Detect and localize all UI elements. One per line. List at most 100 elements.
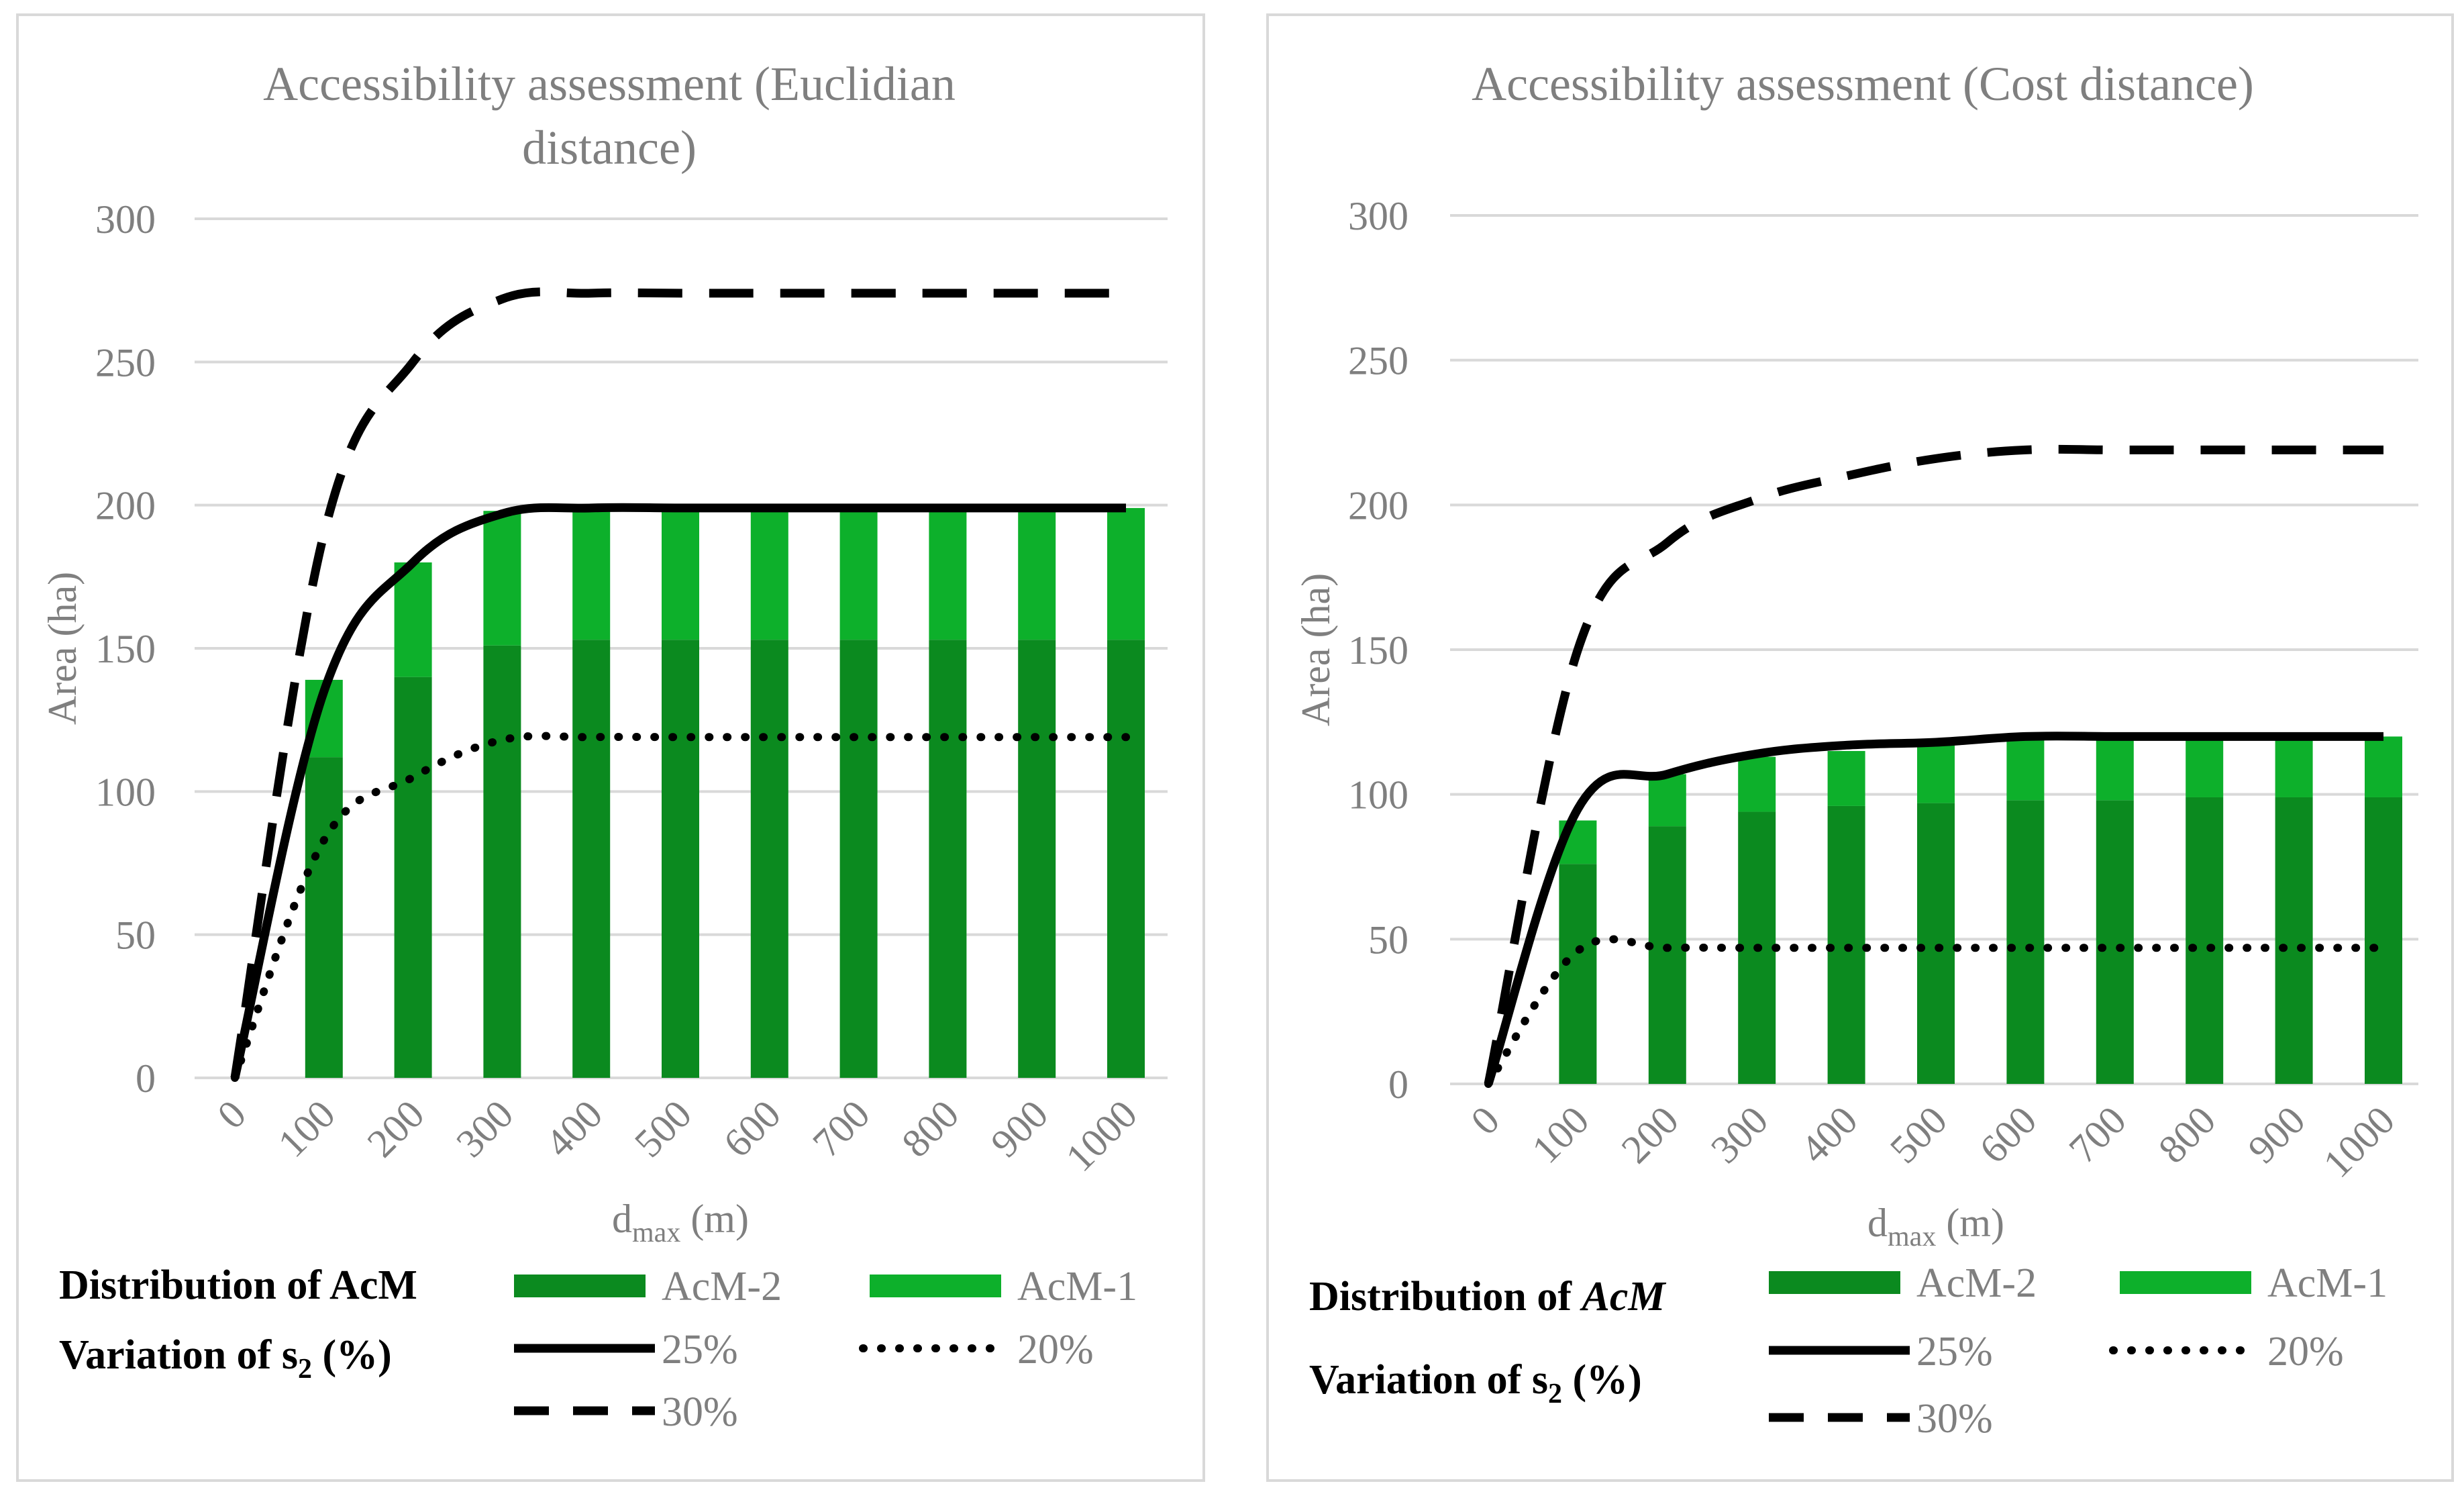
x-axis-title: dmax (m) [612,1197,749,1248]
x-axis-title: dmax (m) [1867,1201,2004,1252]
chart-cost: Accessibility assessment (Cost distance)… [1294,57,2418,1442]
chart-title-line2: distance) [522,121,697,174]
y-tick-label: 150 [1348,628,1408,672]
x-tick-label: 700 [804,1092,878,1166]
x-tick-label: 300 [1702,1098,1776,1172]
legend-label-acm1: AcM-1 [2267,1260,2388,1306]
bar-acm2 [929,640,967,1078]
series-line-30pct [230,287,1127,1079]
series-line-25pct [1484,732,2383,1086]
x-tick-label: 100 [270,1092,344,1166]
legend-swatch-acm1 [870,1275,1001,1297]
bar-acm1 [1018,507,1056,640]
series-line-20pct [1484,935,2388,1088]
bar-acm1 [1827,750,1865,806]
y-tick-label: 200 [1348,483,1408,528]
legend-label-30: 30% [662,1389,738,1435]
bar-acm1 [2186,736,2224,797]
y-axis-title: Area (ha) [1294,573,1338,726]
x-tick-label: 0 [1462,1098,1508,1144]
series-line-30pct [1484,444,2383,1085]
x-tick-label: 900 [982,1092,1056,1166]
x-tick-label: 500 [1882,1098,1955,1172]
x-tick-label: 800 [2150,1098,2224,1172]
bar-acm2 [1559,864,1597,1084]
chart-euclidian: Accessibility assessment (Euclidian dista… [40,57,1168,1435]
bar-acm2 [572,640,611,1078]
bar-acm1 [662,507,699,640]
bar-acm1 [394,562,432,677]
bar-acm1 [1648,774,1686,827]
x-tick-label: 800 [893,1092,967,1166]
x-tick-label: 600 [1971,1098,2045,1172]
y-tick-label: 50 [115,913,156,958]
series-line-25pct [230,503,1126,1079]
bar-acm2 [483,645,521,1078]
bar-acm1 [2006,739,2045,801]
y-tick-label: 100 [95,770,156,814]
legend-distribution-label: Distribution of AcM [59,1262,417,1308]
x-tick-label: 700 [2061,1098,2135,1172]
bar-acm2 [2096,800,2134,1084]
y-tick-label: 150 [95,627,156,671]
x-tick-label: 200 [1613,1098,1687,1172]
bar-acm1 [839,507,878,640]
bar-acm2 [305,757,343,1078]
bar-acm1 [2275,736,2313,797]
y-tick-label: 250 [95,340,156,385]
bar-acm2 [2006,800,2045,1084]
y-tick-label: 50 [1368,917,1408,962]
series-line-20pct [231,732,1130,1082]
bar-acm2 [750,640,788,1078]
x-tick-label: 900 [2239,1098,2313,1172]
x-tick-label: 300 [448,1092,521,1166]
y-tick-label: 300 [95,197,156,242]
y-tick-label: 0 [1388,1062,1408,1107]
bar-acm2 [839,640,878,1078]
chart-panel-euclidian: Accessibility assessment (Euclidian dista… [16,13,1205,1482]
bar-acm1 [750,507,788,640]
chart-panel-cost: Accessibility assessment (Cost distance)… [1266,13,2454,1482]
bar-acm2 [1107,640,1145,1078]
legend-variation-label: Variation of s2 (%) [1309,1357,1642,1409]
bar-acm2 [1018,640,1056,1078]
y-tick-label: 100 [1348,773,1408,817]
bar-acm1 [929,507,967,640]
x-tick-label: 1000 [1058,1092,1146,1181]
x-tick-label: 400 [1792,1098,1865,1172]
bar-acm1 [2365,736,2402,797]
bar-acm1 [1107,507,1145,640]
legend-label-30: 30% [1916,1396,1993,1442]
y-tick-label: 200 [95,484,156,528]
legend-label-acm2: AcM-2 [1916,1260,2037,1306]
bar-acm1 [1917,745,1955,803]
y-tick-label: 250 [1348,339,1408,383]
legend-label-acm1: AcM-1 [1017,1264,1137,1309]
bar-acm2 [662,640,699,1078]
x-tick-label: 0 [209,1092,254,1138]
chart-title-line1: Accessibility assessment (Cost distance) [1472,57,2254,111]
legend-swatch-acm2 [1769,1271,1900,1294]
x-tick-label: 400 [537,1092,611,1166]
x-tick-label: 1000 [2315,1098,2404,1187]
legend-swatch-acm1 [2120,1271,2251,1294]
bar-acm1 [572,507,611,640]
legend-variation-label: Variation of s2 (%) [59,1332,392,1385]
bar-acm1 [1738,756,1776,812]
legend-label-acm2: AcM-2 [662,1264,782,1309]
bar-acm2 [394,677,432,1078]
x-tick-label: 500 [626,1092,700,1166]
y-axis-title: Area (ha) [40,572,85,725]
y-tick-label: 0 [136,1056,156,1101]
y-tick-label: 300 [1348,194,1408,238]
bar-acm2 [2275,797,2313,1084]
bar-acm2 [2365,797,2402,1084]
x-tick-label: 600 [715,1092,789,1166]
bar-acm2 [1648,826,1686,1084]
legend-swatch-acm2 [514,1275,646,1297]
legend-label-25: 25% [662,1327,738,1372]
x-tick-label: 200 [358,1092,432,1166]
legend-label-20: 20% [2267,1329,2344,1375]
legend-label-25: 25% [1916,1329,1993,1375]
x-tick-label: 100 [1523,1098,1597,1172]
